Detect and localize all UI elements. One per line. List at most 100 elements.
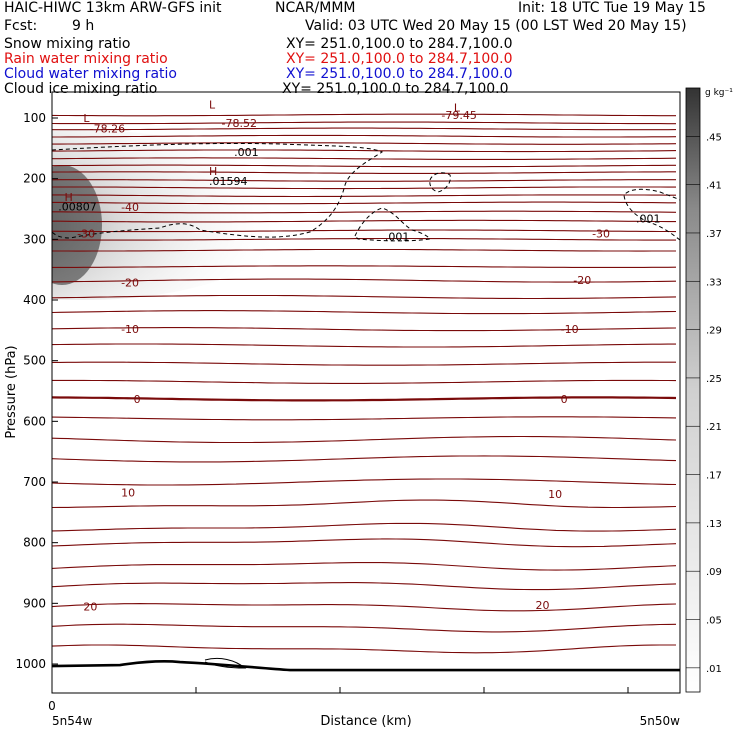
isotherm: [52, 478, 677, 486]
colorbar-tick-label: .17: [706, 471, 722, 482]
field-name-cloud-ice: Cloud ice mixing ratio: [4, 81, 158, 97]
extremum-label: L: [209, 99, 216, 112]
y-tick-label: 100: [23, 111, 46, 125]
dashed-contour-upper: [52, 142, 383, 239]
temperature-label: 0: [561, 393, 568, 406]
isotherm: [52, 121, 676, 125]
y-tick-label: 500: [23, 354, 46, 368]
temperature-label: -20: [573, 274, 591, 287]
forecast-label: Fcst:: [4, 18, 38, 34]
init-time: Init: 18 UTC Tue 19 May 15: [518, 0, 706, 16]
x-end-label: 5n50w: [640, 714, 681, 728]
isotherm: [52, 343, 676, 348]
field-xy-rain: XY= 251.0,100.0 to 284.7,100.0: [286, 51, 513, 67]
y-tick-label: 300: [23, 232, 46, 246]
isotherm: [52, 179, 676, 182]
x-tick-label: 0: [48, 699, 56, 713]
isotherm: [52, 361, 676, 366]
temperature-label: -40: [121, 201, 139, 214]
y-tick-label: 1000: [15, 657, 46, 671]
colorbar-tick-label: .41: [706, 181, 722, 192]
y-tick-label: 900: [23, 596, 46, 610]
isotherm: [52, 149, 677, 153]
temperature-label: 10: [121, 486, 135, 499]
dashed-contour-right: [623, 188, 680, 241]
temperature-label: -10: [121, 323, 139, 336]
chart-title: HAIC-HIWC 13km ARW-GFS init: [4, 0, 222, 16]
y-axis: 100 200 300 400 500 600 700 800 900 1000: [15, 111, 58, 671]
extremum-label: L: [83, 112, 90, 125]
isotherm: [52, 237, 676, 241]
extremum-label: H: [65, 191, 73, 204]
x-axis-label: Distance (km): [320, 714, 411, 729]
y-tick-label: 800: [23, 536, 46, 550]
temperature-label: 0: [134, 393, 141, 406]
isotherm: [52, 562, 677, 571]
temperature-label: -79.45: [441, 109, 476, 122]
temperature-label: 20: [83, 600, 97, 613]
temperature-label: -30: [592, 227, 610, 240]
temperature-label: -10: [561, 323, 579, 336]
colorbar: .01 .05 .09 .13 .17 .21 .25 .29 .33 .37 .41 .45 g k…: [685, 87, 733, 693]
colorbar-tick-label: .25: [706, 374, 722, 385]
isotherm: [52, 194, 676, 198]
isotherm: [52, 142, 677, 145]
colorbar-tick-label: .21: [706, 422, 722, 433]
temperature-label: 10: [548, 488, 562, 501]
extremum-label: L: [454, 102, 461, 115]
isotherm: [52, 455, 677, 463]
colorbar-tick-label: .01: [706, 664, 722, 675]
colorbar-tick-label: .09: [706, 567, 722, 578]
mixing-ratio-label: .001: [385, 230, 410, 243]
isotherm: [52, 379, 677, 384]
colorbar-unit: g kg⁻¹: [705, 88, 733, 98]
isotherm: [52, 522, 677, 532]
colorbar-gradient: [685, 87, 701, 693]
dashed-contour-middle: [354, 207, 431, 242]
x-start-label: 5n54w: [52, 714, 93, 728]
isotherm: [52, 278, 677, 283]
y-tick-label: 700: [23, 475, 46, 489]
isotherm: [52, 127, 677, 131]
field-xy-cloud-water: XY= 251.0,100.0 to 284.7,100.0: [286, 66, 513, 82]
y-tick-label: 400: [23, 293, 46, 307]
y-tick-label: 200: [23, 172, 46, 186]
forecast-hour: 9 h: [72, 18, 95, 34]
isotherm: [52, 164, 676, 168]
temperature-label: -78.26: [90, 122, 125, 135]
isotherm: [52, 623, 677, 633]
isotherm: [52, 186, 676, 190]
x-axis: 0 5n54w 5n50w Distance (km): [48, 687, 680, 729]
mixing-ratio-label: .00807: [58, 201, 97, 214]
isotherm: [52, 644, 676, 654]
isotherm: [52, 294, 677, 300]
ground-line: [52, 659, 680, 672]
colorbar-tick-label: .13: [706, 519, 722, 530]
mixing-ratio-label: .001: [234, 146, 259, 159]
colorbar-tick-label: .33: [706, 277, 722, 288]
temperature-label: -78.52: [222, 117, 257, 130]
isotherm: [52, 327, 677, 332]
isotherm: [52, 229, 677, 233]
field-xy-cloud-ice: XY= 251.0,100.0 to 284.7,100.0: [282, 81, 509, 97]
colorbar-tick-label: .37: [706, 229, 722, 240]
dashed-contour-small: [429, 172, 451, 193]
y-axis-label: Pressure (hPa): [4, 345, 19, 438]
isotherm: [52, 582, 677, 591]
isotherm: [52, 113, 676, 117]
isotherm: [52, 171, 676, 174]
plot-frame: [51, 91, 681, 694]
extremum-label: H: [209, 165, 217, 178]
valid-time: Valid: 03 UTC Wed 20 May 15 (00 LST Wed …: [305, 18, 687, 34]
field-name-cloud-water: Cloud water mixing ratio: [4, 66, 177, 82]
temperature-label: -20: [121, 276, 139, 289]
colorbar-tick-label: .29: [706, 326, 722, 337]
isotherm: [52, 248, 676, 252]
isotherm: [52, 310, 677, 315]
field-name-rain: Rain water mixing ratio: [4, 51, 168, 67]
isotherm: [52, 396, 677, 402]
y-tick-label: 600: [23, 414, 46, 428]
isotherm: [52, 416, 677, 421]
isotherm: [52, 157, 677, 160]
